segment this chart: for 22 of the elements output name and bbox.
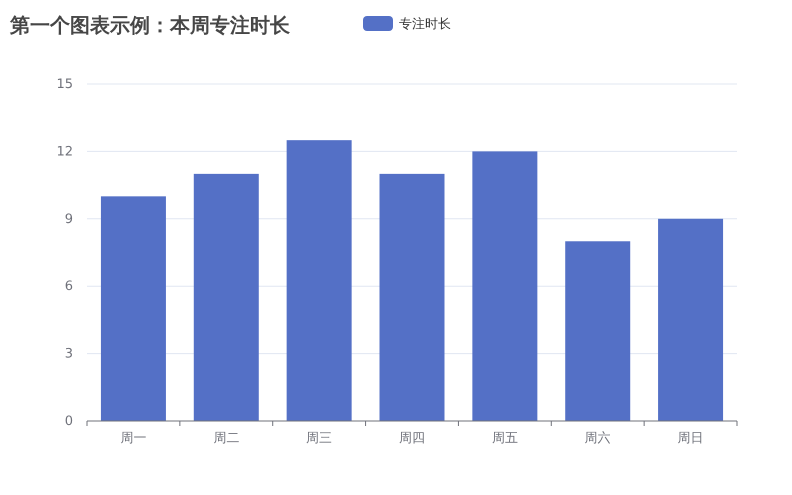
bar bbox=[286, 140, 352, 421]
bar bbox=[658, 218, 724, 421]
chart-title: 第一个图表示例：本周专注时长 bbox=[9, 13, 291, 37]
x-tick-label: 周日 bbox=[678, 431, 704, 446]
x-tick-label: 周四 bbox=[399, 431, 425, 446]
x-tick-label: 周一 bbox=[120, 431, 146, 446]
bar bbox=[472, 151, 538, 421]
y-tick-label: 0 bbox=[64, 414, 73, 429]
bar bbox=[380, 174, 444, 421]
bar bbox=[194, 174, 259, 421]
x-tick-label: 周三 bbox=[306, 431, 332, 446]
y-tick-label: 15 bbox=[56, 77, 73, 92]
legend-label: 专注时长 bbox=[399, 17, 451, 32]
bar bbox=[565, 241, 630, 421]
x-tick-label: 周六 bbox=[584, 431, 611, 446]
x-tick-label: 周五 bbox=[492, 431, 518, 446]
x-tick-label: 周二 bbox=[213, 431, 240, 446]
y-tick-label: 12 bbox=[56, 144, 73, 160]
y-tick-label: 9 bbox=[64, 212, 73, 227]
y-tick-label: 6 bbox=[64, 279, 73, 294]
bar bbox=[100, 196, 166, 421]
y-tick-label: 3 bbox=[64, 346, 73, 362]
